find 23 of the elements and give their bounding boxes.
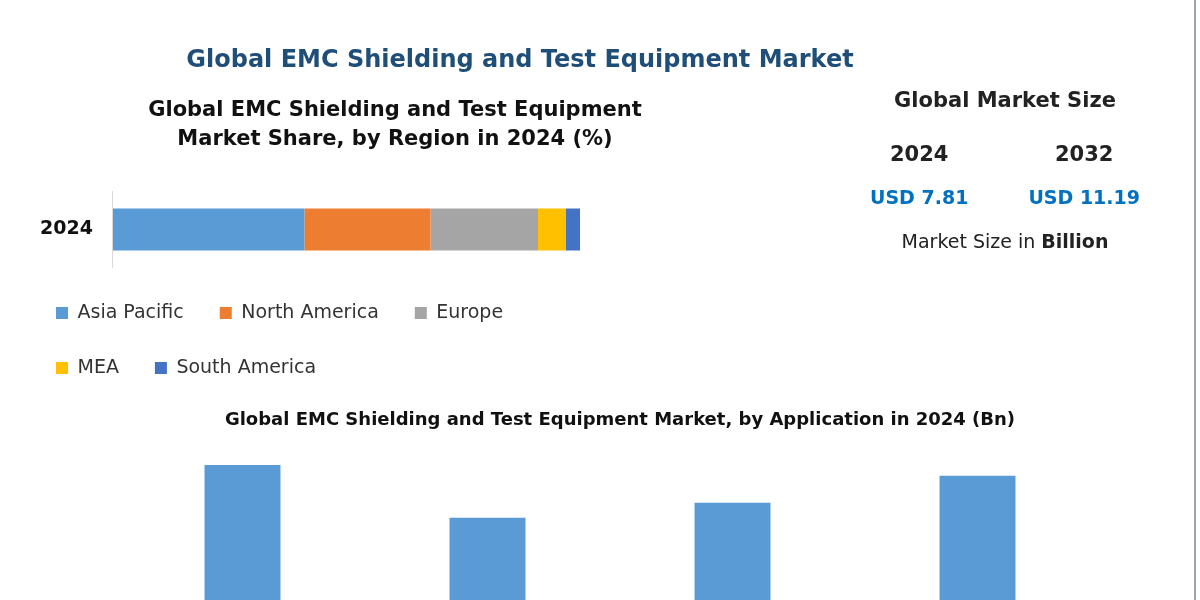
chart-title: Global EMC Shielding and Test Equipment Market, by Application in 2024 (Bn) bbox=[223, 408, 1017, 429]
legend-label: MEA bbox=[77, 354, 119, 377]
chart-subtitle: Global EMC Shielding and Test Equipment Market Share, by Region in 2024 (%) bbox=[147, 96, 643, 153]
bar bbox=[112, 208, 305, 251]
legend-label: Asia Pacific bbox=[77, 299, 184, 322]
bar bbox=[430, 208, 538, 251]
text: USD 7.81 bbox=[870, 186, 969, 208]
legend-label: North America bbox=[241, 299, 379, 322]
legend-label: Europe bbox=[436, 299, 504, 322]
chart-title: Global EMC Shielding and Test Equipment Market bbox=[185, 45, 855, 73]
bar bbox=[537, 208, 566, 251]
bar bbox=[694, 502, 771, 600]
bar bbox=[565, 208, 580, 251]
text: Global Market Size bbox=[893, 88, 1117, 112]
text: Market Size in Billion bbox=[901, 230, 1109, 252]
category-label: 2032 bbox=[1053, 142, 1115, 166]
text: USD 11.19 bbox=[1028, 186, 1140, 208]
bar bbox=[204, 465, 281, 600]
bar bbox=[939, 475, 1016, 600]
legend-label: South America bbox=[176, 354, 317, 377]
bar bbox=[449, 517, 526, 600]
category-label: 2024 bbox=[888, 142, 950, 166]
bar bbox=[304, 208, 431, 251]
